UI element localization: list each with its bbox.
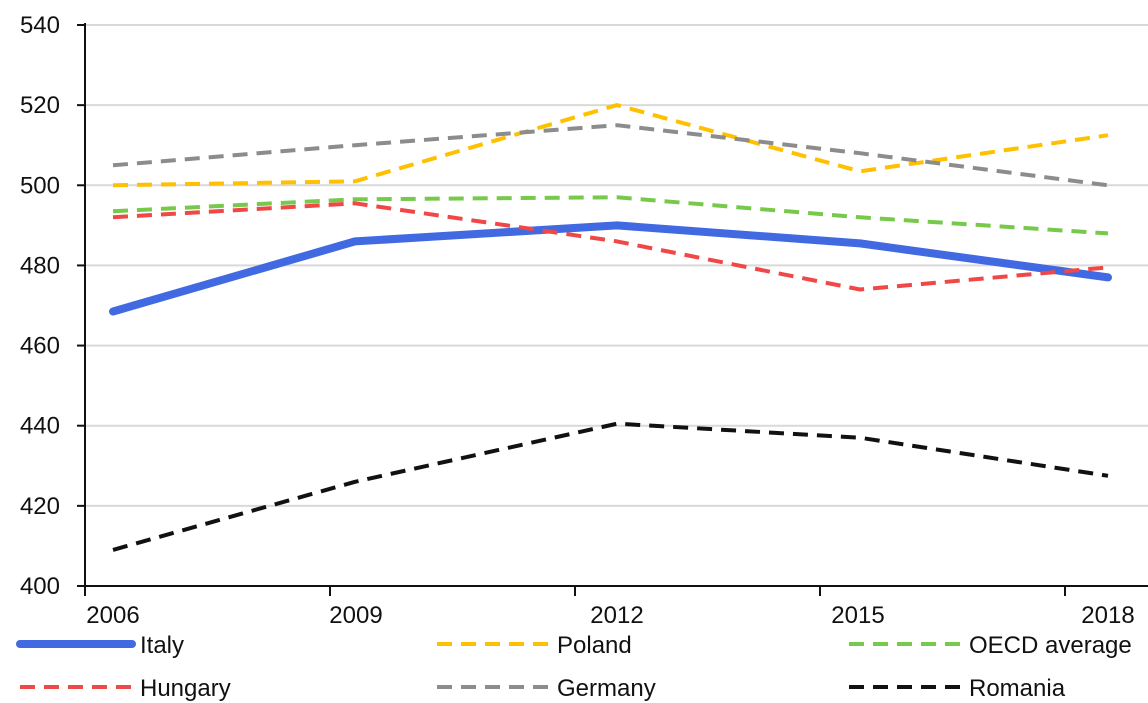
series-line-germany: [112, 123, 1109, 188]
legend-label: OECD average: [969, 632, 1132, 659]
legend-label: Germany: [557, 675, 656, 702]
series-lines: [109, 103, 1112, 552]
series-line-oecd-average: [112, 195, 1109, 236]
legend: Italy Poland OECD average Hungary Germany Rom…: [16, 632, 1132, 702]
y-tick-label: 500: [20, 172, 60, 199]
y-tick-label: 520: [20, 92, 60, 119]
y-tick-label: 480: [20, 252, 60, 279]
axes: [77, 23, 1148, 596]
series-line-romania: [112, 421, 1109, 552]
legend-item: Hungary: [20, 675, 231, 702]
legend-item: Italy: [16, 632, 184, 659]
y-tick-label: 540: [20, 12, 60, 39]
legend-label: Italy: [140, 632, 184, 659]
gridlines: [85, 24, 1148, 507]
series-line-italy: [109, 221, 1112, 316]
y-tick-label: 400: [20, 573, 60, 600]
x-tick-label: 2018: [1081, 602, 1134, 629]
y-tick-label: 440: [20, 413, 60, 440]
x-tick-label: 2006: [86, 602, 139, 629]
x-tick-label: 2009: [329, 602, 382, 629]
legend-item: Poland: [437, 632, 632, 659]
legend-label: Romania: [969, 675, 1066, 702]
legend-label: Hungary: [140, 675, 231, 702]
legend-item: Germany: [437, 675, 656, 702]
legend-item: OECD average: [849, 632, 1132, 659]
x-tick-label: 2012: [590, 602, 643, 629]
legend-label: Poland: [557, 632, 632, 659]
legend-item: Romania: [849, 675, 1066, 702]
y-tick-label: 420: [20, 493, 60, 520]
tick-labels: 400 420 440 460 480 500 520 540 2006 2009 2012 2015…: [20, 12, 1135, 629]
x-tick-label: 2015: [831, 602, 884, 629]
series-line-poland: [112, 103, 1109, 188]
y-tick-label: 460: [20, 333, 60, 360]
series-line-hungary: [112, 201, 1109, 292]
